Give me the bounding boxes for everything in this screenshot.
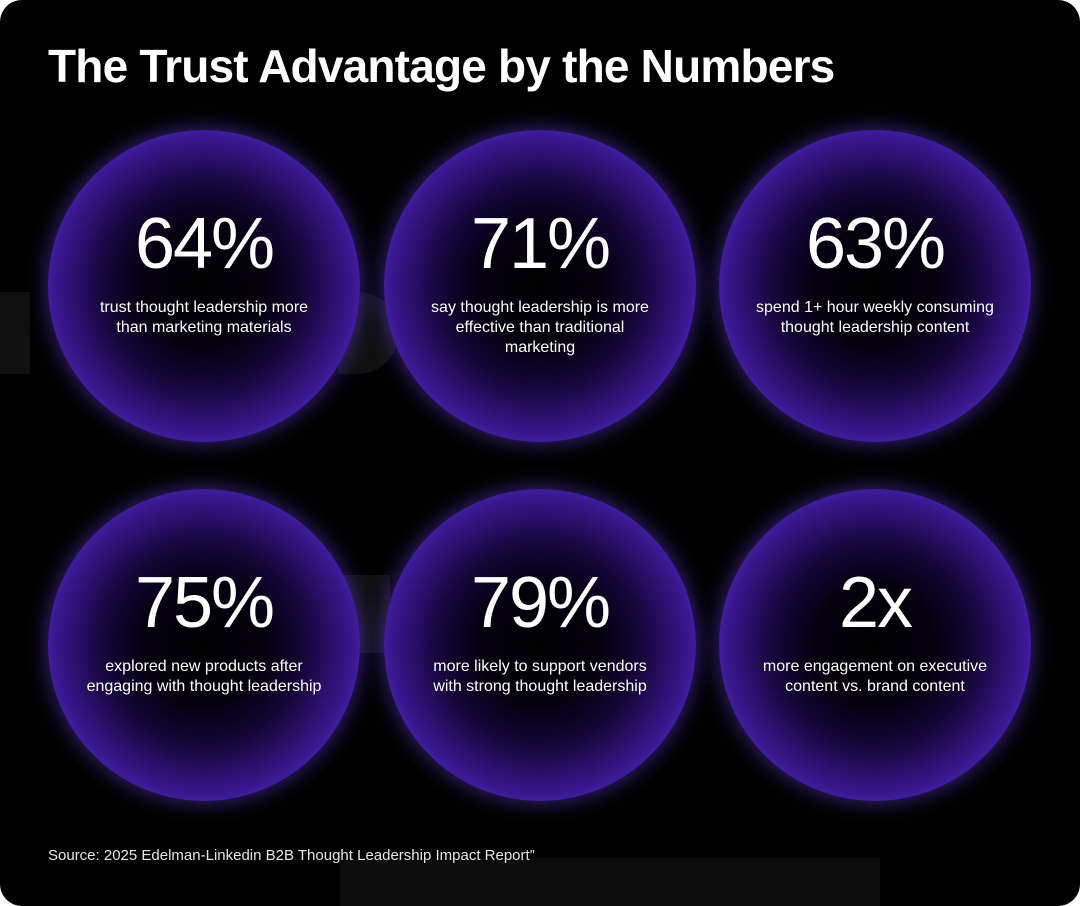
- stat-value: 64%: [134, 204, 275, 284]
- stat-circle: 71% say thought leadership is more effec…: [384, 130, 696, 442]
- stat-circle: 63% spend 1+ hour weekly consuming thoug…: [719, 130, 1031, 442]
- stat-value: 75%: [134, 563, 275, 643]
- stat-description: more engagement on executive content vs.…: [762, 658, 988, 695]
- stat-value: 63%: [805, 204, 946, 284]
- stat-value: 79%: [470, 563, 611, 643]
- stat-value: 71%: [470, 204, 611, 284]
- source-citation: Source: 2025 Edelman-Linkedin B2B Though…: [48, 847, 535, 864]
- stat-description: more likely to support vendors with stro…: [433, 658, 647, 695]
- stat-circle: 75% explored new products after engaging…: [48, 489, 360, 801]
- stat-circle: 2x more engagement on executive content …: [719, 489, 1031, 801]
- background-watermark: [340, 858, 880, 906]
- stat-description: explored new products after engaging wit…: [86, 658, 322, 695]
- stat-circle: 79% more likely to support vendors with …: [384, 489, 696, 801]
- stat-value: 2x: [838, 563, 913, 643]
- background-watermark: [0, 292, 30, 374]
- stat-description: spend 1+ hour weekly consuming thought l…: [756, 299, 994, 336]
- stat-description: trust thought leadership more than marke…: [99, 299, 309, 336]
- stat-description: say thought leadership is more effective…: [431, 299, 649, 356]
- stat-circle: 64% trust thought leadership more than m…: [48, 130, 360, 442]
- page-title: The Trust Advantage by the Numbers: [48, 40, 835, 92]
